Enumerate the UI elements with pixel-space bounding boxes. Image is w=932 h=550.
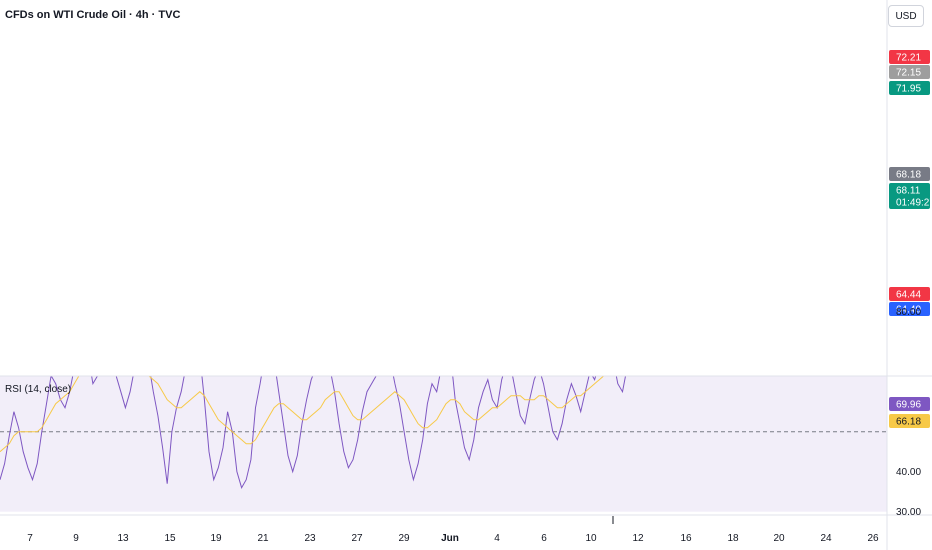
price-label: 71.95	[896, 84, 921, 95]
price-label: 64.40	[896, 305, 921, 316]
time-tick-label: 19	[210, 533, 222, 544]
price-label: 68.18	[896, 170, 921, 181]
price-label-bg	[889, 167, 930, 181]
rsi-band	[0, 376, 887, 512]
time-tick-label: 23	[304, 533, 316, 544]
rsi-pane[interactable]	[0, 328, 887, 512]
price-label: 72.15	[896, 68, 921, 79]
price-label: 68.11	[896, 186, 921, 197]
rsi-value-label: 66.18	[896, 417, 921, 428]
time-tick-label: 29	[398, 533, 410, 544]
rsi-tick-label: 30.00	[896, 507, 921, 518]
time-tick-label: Jun	[441, 533, 459, 544]
rsi-value-label-bg	[889, 397, 930, 411]
price-label-bg	[889, 183, 930, 209]
price-label: 64.44	[896, 290, 921, 301]
time-tick-label: 12	[632, 533, 644, 544]
price-label-countdown: 01:49:27	[896, 198, 932, 209]
rsi-series-rsi-ma[interactable]	[0, 360, 655, 453]
time-tick-label: 15	[164, 533, 176, 544]
price-label-bg	[889, 65, 930, 79]
time-tick-label: 13	[117, 533, 129, 544]
price-label-bg	[889, 50, 930, 64]
rsi-value-label: 69.96	[896, 400, 921, 411]
time-tick-label: 27	[351, 533, 363, 544]
time-tick-label: 4	[494, 533, 500, 544]
rsi-tick-label: 40.00	[896, 467, 921, 478]
time-tick-label: 26	[867, 533, 879, 544]
rsi-value-label-bg	[889, 414, 930, 428]
price-label-bg	[889, 81, 930, 95]
rsi-title: RSI (14, close)	[5, 384, 72, 395]
time-tick-label: 16	[680, 533, 692, 544]
rsi-tick-label: 80.00	[896, 307, 921, 318]
time-tick-label: 9	[73, 533, 79, 544]
rsi-series-rsi[interactable]	[0, 328, 655, 489]
price-label: 72.21	[896, 53, 921, 64]
time-tick-label: 6	[541, 533, 547, 544]
currency-button[interactable]: USD	[888, 5, 924, 27]
time-tick-label: 10	[585, 533, 597, 544]
price-label-bg	[889, 302, 930, 316]
time-tick-label: 7	[27, 533, 33, 544]
price-label-bg	[889, 287, 930, 301]
time-tick-label: 24	[820, 533, 832, 544]
time-tick-label: 21	[257, 533, 269, 544]
chart-title: CFDs on WTI Crude Oil · 4h · TVC	[5, 9, 181, 21]
time-tick-label: 18	[727, 533, 739, 544]
time-tick-label: 20	[773, 533, 785, 544]
